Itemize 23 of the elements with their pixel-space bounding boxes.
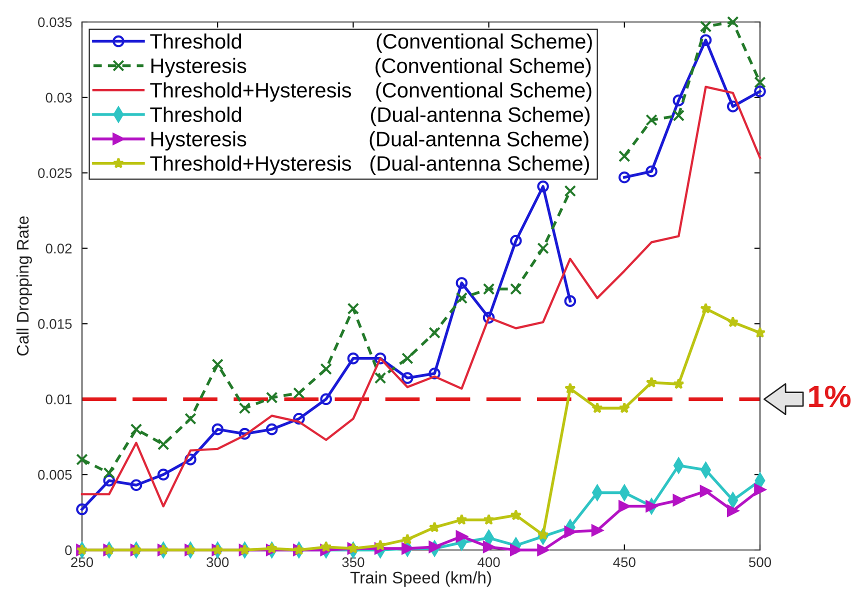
- y-tick-label: 0.02: [46, 244, 72, 254]
- legend-label: Threshold+Hysteresis (Dual-antenna Scheme): [150, 156, 590, 175]
- x-tick-label: 350: [342, 557, 364, 568]
- legend-label: Threshold+Hysteresis (Conventional Scheme): [150, 82, 592, 102]
- y-tick-label: 0.005: [38, 470, 72, 480]
- ref-line-label: 1%: [809, 386, 851, 408]
- legend-label: Threshold (Dual-antenna Scheme): [150, 106, 590, 126]
- x-tick-label: 500: [748, 557, 772, 568]
- y-tick-label: 0.025: [38, 168, 72, 178]
- legend-label: Threshold (Conventional Scheme): [150, 33, 592, 53]
- y-tick-label: 0.035: [38, 17, 72, 28]
- y-axis-title: Call Dropping Rate: [16, 216, 32, 356]
- y-tick-label: 0: [65, 545, 72, 556]
- legend-label: Hysteresis (Conventional Scheme): [151, 58, 591, 78]
- x-tick-label: 300: [206, 557, 229, 568]
- y-tick-label: 0.01: [46, 394, 72, 404]
- y-tick-label: 0.03: [46, 92, 72, 103]
- x-tick-label: 400: [478, 557, 500, 568]
- x-tick-label: 450: [613, 557, 636, 568]
- legend-label: Hysteresis (Dual-antenna Scheme): [151, 131, 588, 151]
- x-axis-title: Train Speed (km/h): [350, 571, 491, 587]
- x-tick-label: 250: [71, 557, 94, 568]
- y-tick-label: 0.015: [38, 319, 72, 329]
